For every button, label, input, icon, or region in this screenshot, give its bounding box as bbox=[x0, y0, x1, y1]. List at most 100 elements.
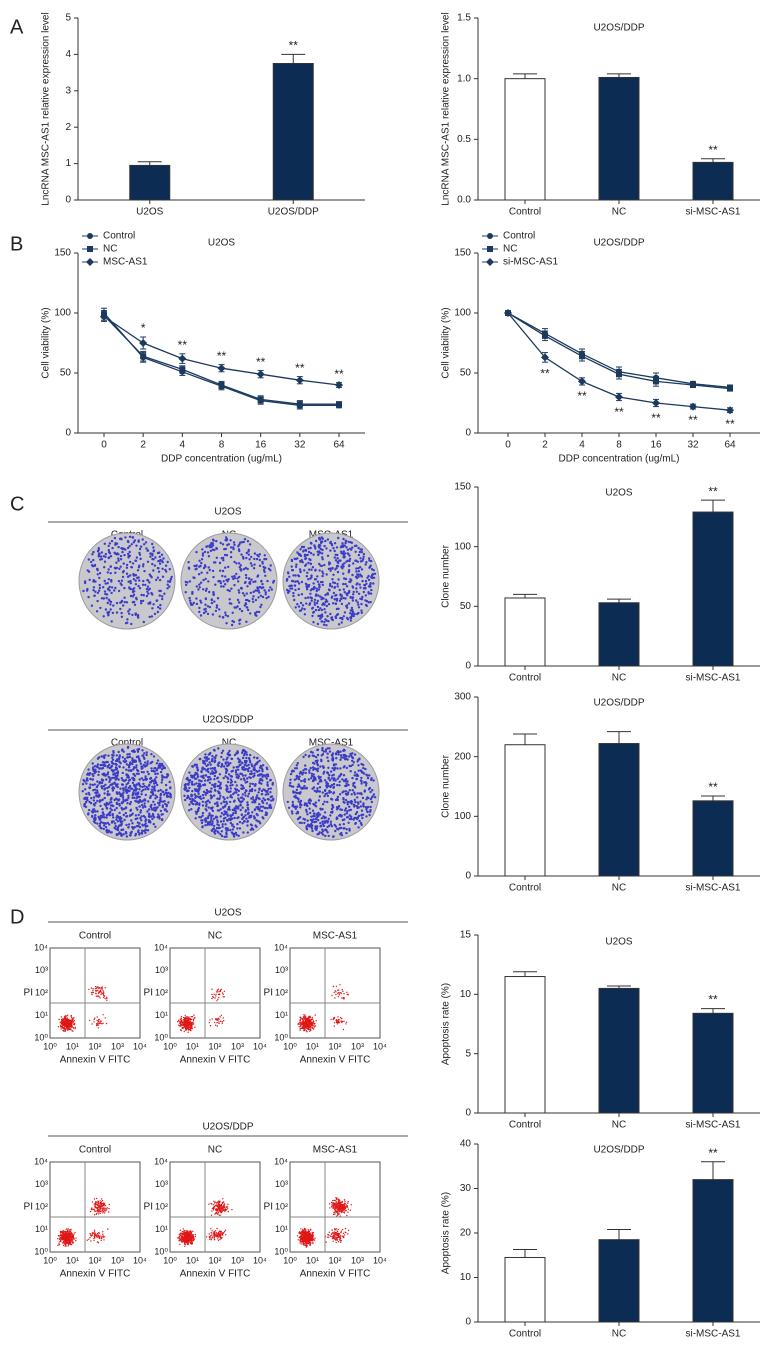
colony bbox=[367, 591, 370, 594]
colony bbox=[219, 833, 222, 836]
colony bbox=[303, 784, 306, 788]
colony bbox=[254, 789, 257, 792]
colony bbox=[195, 763, 199, 766]
colony bbox=[119, 819, 122, 823]
colony bbox=[234, 787, 237, 790]
colony bbox=[137, 829, 140, 832]
colony bbox=[238, 575, 241, 579]
colony bbox=[148, 815, 151, 819]
colony bbox=[189, 800, 193, 804]
colony bbox=[219, 794, 222, 798]
colony bbox=[357, 826, 360, 829]
colony bbox=[224, 775, 227, 778]
colony bbox=[311, 809, 315, 812]
colony bbox=[90, 810, 94, 813]
colony bbox=[338, 826, 342, 830]
plate-group-title: U2OS bbox=[214, 507, 242, 518]
legend-label: MSC-AS1 bbox=[103, 257, 148, 268]
colony bbox=[204, 597, 208, 601]
colony bbox=[141, 785, 144, 789]
colony bbox=[200, 571, 203, 574]
colony bbox=[321, 753, 325, 756]
colony bbox=[213, 766, 217, 770]
flow-event bbox=[218, 996, 220, 999]
colony bbox=[203, 767, 206, 771]
colony bbox=[354, 800, 357, 804]
colony bbox=[359, 560, 363, 563]
flow-event bbox=[216, 1000, 218, 1002]
colony bbox=[334, 779, 337, 782]
colony bbox=[345, 831, 348, 835]
colony bbox=[84, 805, 88, 809]
colony bbox=[297, 574, 300, 577]
colony bbox=[348, 564, 351, 567]
colony bbox=[135, 797, 138, 800]
flow-event bbox=[208, 1022, 211, 1024]
colony bbox=[150, 779, 154, 782]
colony bbox=[360, 609, 363, 612]
colony bbox=[257, 805, 260, 809]
flow-event bbox=[342, 990, 344, 992]
colony bbox=[350, 606, 354, 610]
flow-y-tick-label: 10⁰ bbox=[154, 1032, 168, 1042]
colony bbox=[264, 793, 267, 796]
colony bbox=[246, 806, 249, 809]
colony bbox=[262, 764, 265, 767]
flow-event bbox=[98, 986, 101, 989]
panel-label: B bbox=[10, 233, 23, 255]
colony bbox=[124, 790, 128, 793]
colony bbox=[220, 765, 223, 768]
colony bbox=[362, 552, 366, 556]
flow-event bbox=[106, 996, 108, 999]
colony bbox=[239, 541, 242, 544]
colony bbox=[231, 832, 234, 835]
flow-event bbox=[334, 990, 336, 992]
colony bbox=[115, 801, 119, 805]
marker bbox=[504, 309, 512, 317]
colony bbox=[168, 568, 171, 571]
colony bbox=[220, 812, 224, 815]
flow-event bbox=[91, 993, 93, 996]
colony bbox=[324, 611, 327, 614]
flow-event bbox=[221, 1020, 223, 1023]
colony bbox=[133, 774, 137, 777]
colony bbox=[337, 805, 341, 808]
flow-event bbox=[95, 992, 97, 994]
flow-event bbox=[331, 994, 333, 997]
flow-event bbox=[194, 1026, 196, 1028]
colony bbox=[144, 761, 147, 764]
colony bbox=[324, 792, 327, 796]
colony bbox=[255, 796, 258, 799]
bar bbox=[272, 63, 314, 201]
colony bbox=[135, 764, 138, 767]
colony bbox=[327, 588, 331, 591]
colony bbox=[300, 821, 303, 825]
colony bbox=[213, 600, 216, 603]
colony bbox=[356, 796, 359, 799]
colony bbox=[235, 784, 238, 787]
colony bbox=[259, 605, 262, 609]
flow-event bbox=[333, 1025, 336, 1027]
colony bbox=[122, 833, 125, 836]
colony bbox=[258, 781, 261, 784]
flow-event bbox=[338, 994, 340, 996]
colony bbox=[195, 564, 198, 567]
significance: ** bbox=[289, 39, 299, 53]
colony bbox=[327, 567, 331, 571]
flow-event bbox=[314, 1025, 317, 1027]
colony bbox=[204, 577, 207, 581]
flow-x-tick-label: 10⁴ bbox=[253, 1041, 267, 1051]
colony bbox=[106, 771, 110, 774]
colony bbox=[100, 755, 103, 758]
colony bbox=[223, 835, 226, 838]
colony bbox=[323, 800, 326, 803]
colony bbox=[351, 586, 355, 589]
colony bbox=[122, 789, 125, 792]
colony bbox=[310, 574, 313, 577]
colony bbox=[372, 576, 376, 579]
colony bbox=[105, 596, 108, 600]
x-tick-label: 8 bbox=[219, 440, 225, 451]
colony bbox=[254, 589, 257, 592]
colony bbox=[345, 585, 349, 588]
bar bbox=[504, 976, 546, 1114]
